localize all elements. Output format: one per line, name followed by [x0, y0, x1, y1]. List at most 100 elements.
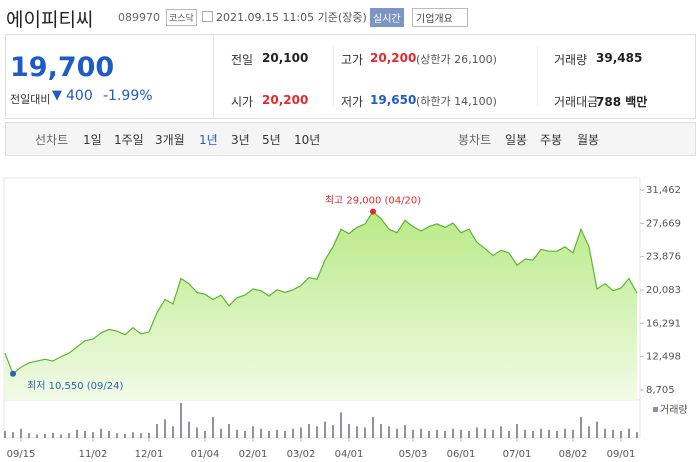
volume-bar	[236, 429, 238, 438]
volume-bar	[436, 429, 438, 438]
volume-bar	[388, 426, 390, 438]
volume-bar	[12, 432, 14, 438]
change-rate: -1.99%	[103, 88, 153, 104]
quote-label: 고가	[341, 53, 364, 67]
volume-bar	[548, 429, 550, 438]
volume-bar	[20, 428, 22, 438]
price-area	[5, 211, 637, 400]
quote-label: 시가	[231, 95, 254, 109]
y-tick-label: 8,705	[646, 385, 675, 396]
volume-bar	[4, 431, 6, 438]
y-tick-label: 20,083	[646, 285, 681, 296]
quote-value: 19,650	[370, 93, 417, 107]
volume-bar	[468, 431, 470, 438]
chart: 8,705 12,498 16,291 20,083 23,876 27,669 31,46…	[3, 177, 688, 460]
volume-bar	[308, 424, 310, 438]
market-badge: 코스닥	[166, 9, 197, 26]
period-tab[interactable]: 3개월	[155, 133, 185, 147]
overview-dropdown[interactable]: 기업개요	[412, 8, 468, 27]
volume-bar	[76, 429, 78, 438]
stock-name: 에이피티씨	[6, 9, 94, 31]
volume-bar	[268, 431, 270, 438]
down-arrow: ▼	[52, 88, 62, 103]
volume-bar	[348, 424, 350, 438]
x-tick-label: 03/02	[287, 449, 316, 460]
x-tick-label: 07/01	[503, 449, 532, 460]
volume-bar	[116, 433, 118, 438]
change-label: 전일대비	[10, 93, 51, 106]
legend-label: 거래량	[660, 404, 688, 416]
volume-bar	[572, 429, 574, 438]
plot-frame	[3, 177, 641, 439]
calendar-icon	[202, 11, 213, 22]
volume-bar	[620, 431, 622, 438]
volume-bar	[68, 433, 70, 438]
volume-bar	[228, 424, 230, 438]
volume-bar	[44, 433, 46, 438]
volume-bar	[52, 432, 54, 438]
quote-value: 39,485	[596, 51, 643, 65]
volume-bar	[564, 428, 566, 438]
annotation: 최고 29,000 (04/20)	[325, 195, 421, 207]
x-tick-label: 01/04	[191, 449, 220, 460]
quote-value: 20,200	[262, 93, 309, 107]
x-tick-label: 09/15	[7, 449, 36, 460]
volume-bar	[340, 412, 342, 438]
volume-bar	[428, 431, 430, 438]
extreme-dot	[370, 208, 376, 215]
quote-value: 20,100	[262, 51, 309, 65]
volume-bar	[164, 419, 166, 438]
volume-bar	[588, 426, 590, 438]
volume-bar	[300, 427, 302, 438]
volume-bar	[244, 431, 246, 438]
volume-bar	[556, 431, 558, 438]
volume-bar	[92, 432, 94, 438]
quote-label: 전일	[231, 53, 254, 67]
x-tick-label: 11/02	[79, 449, 108, 460]
candle-tab[interactable]: 월봉	[577, 133, 600, 147]
legend-swatch	[653, 407, 658, 412]
period-tab[interactable]: 5년	[262, 133, 281, 147]
volume-bar	[628, 428, 630, 438]
candle-tab[interactable]: 일봉	[505, 133, 528, 147]
y-tick-label: 16,291	[646, 318, 681, 329]
volume-bar	[516, 424, 518, 438]
volume-bar	[140, 433, 142, 438]
x-tick-label: 04/01	[335, 449, 364, 460]
realtime-badge[interactable]: 실시간	[370, 8, 404, 27]
period-tab[interactable]: 1주일	[114, 133, 144, 147]
x-tick-label: 02/01	[239, 449, 268, 460]
period-tab[interactable]: 1일	[83, 133, 102, 147]
change: 400	[66, 88, 93, 104]
volume-bar	[612, 429, 614, 438]
candle-tab[interactable]: 주봉	[540, 133, 563, 147]
volume-bar	[108, 431, 110, 438]
volume-bar	[252, 426, 254, 438]
period-tab[interactable]: 10년	[294, 133, 321, 147]
x-tick-label: 12/01	[135, 449, 164, 460]
volume-bar	[196, 427, 198, 438]
volume-bar	[404, 425, 406, 438]
quote-value: 788 백만	[596, 95, 648, 109]
tab-group-label: 선차트	[35, 133, 69, 147]
volume-bar	[452, 428, 454, 438]
volume-bar	[148, 432, 150, 438]
x-tick-label: 09/01	[607, 449, 636, 460]
volume-bar	[100, 428, 102, 438]
volume-bar	[508, 431, 510, 438]
volume-bar	[124, 433, 126, 438]
y-tick-label: 27,669	[646, 218, 681, 229]
volume-bar	[412, 429, 414, 438]
extreme-dot	[10, 370, 16, 377]
period-tab[interactable]: 1년	[199, 133, 218, 147]
volume-bar	[596, 421, 598, 438]
period-tab[interactable]: 3년	[231, 133, 250, 147]
stock-code: 089970	[118, 11, 160, 24]
quote-label: 거래량	[554, 53, 588, 67]
volume-bar	[364, 427, 366, 438]
quote-value: 20,200	[370, 51, 417, 65]
volume-bar	[276, 429, 278, 438]
volume-bar	[36, 434, 38, 438]
volume-bar	[460, 429, 462, 438]
